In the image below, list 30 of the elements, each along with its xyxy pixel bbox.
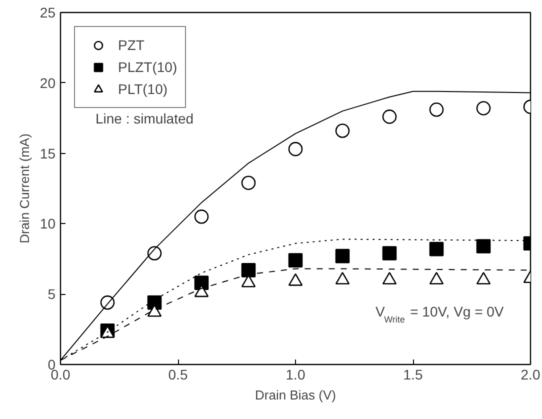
legend-label: PLT(10): [118, 81, 168, 97]
x-tick-label: 1.0: [286, 366, 306, 382]
point: [429, 102, 444, 117]
x-tick-label: 2.0: [520, 366, 540, 382]
point: [429, 242, 444, 256]
y-tick-label: 25: [40, 4, 56, 20]
point: [476, 239, 491, 254]
point: [241, 263, 256, 278]
point: [288, 142, 303, 156]
y-tick-label: 20: [40, 74, 56, 91]
point: [476, 101, 491, 116]
point: [241, 176, 256, 190]
legend-label: PZT: [118, 37, 144, 53]
y-axis-title: Drain Current (mA): [16, 134, 32, 244]
y-tick-label: 5: [48, 286, 56, 302]
legend-label: PLZT(10): [118, 59, 178, 75]
point: [382, 246, 397, 260]
x-axis-title: Drain Bias (V): [255, 388, 336, 402]
x-tick-label: 1.5: [403, 366, 423, 382]
point: [382, 110, 397, 124]
point: [100, 295, 115, 310]
point: [147, 246, 162, 260]
y-tick-label: 10: [40, 216, 56, 232]
annotation: Line : simulated: [96, 110, 194, 126]
point: [288, 253, 303, 268]
y-tick-label: 15: [40, 145, 56, 162]
point: [194, 210, 209, 224]
x-tick-label: 0.5: [168, 366, 188, 382]
point: [335, 124, 350, 138]
point: [335, 248, 350, 264]
